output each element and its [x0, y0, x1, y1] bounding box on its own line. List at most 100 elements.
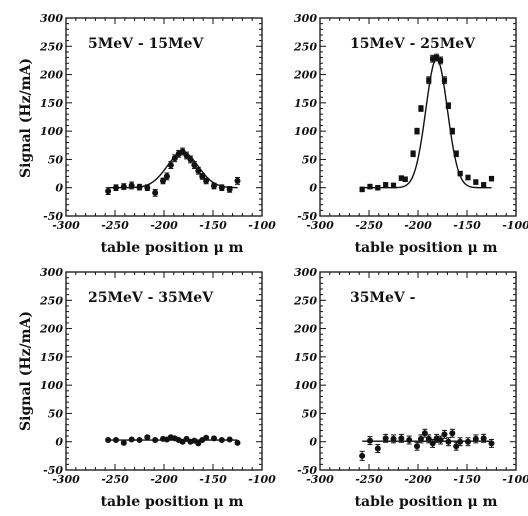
x-tick-label: -200: [404, 473, 432, 486]
panel-4: -50 0 50 100 150 200 250 300 -300 -250 -200 -150 -10…: [293, 266, 528, 510]
x-tick-label: -100: [248, 219, 276, 232]
data-point: [144, 184, 151, 191]
x-tick-label: -150: [453, 473, 481, 486]
x-tick-label: -150: [453, 219, 481, 232]
data-point: [359, 186, 365, 193]
x-tick-label: -250: [101, 219, 129, 232]
y-tick-label: 50: [302, 153, 318, 166]
data-point: [445, 103, 451, 109]
x-tick-label: -100: [502, 473, 528, 486]
data-point: [367, 183, 373, 190]
data-point: [160, 177, 167, 184]
panel-3: -50 0 50 100 150 200 250 300 -300 -250 -200 -150 -10…: [39, 266, 276, 510]
data-point: [457, 438, 464, 445]
data-point: [390, 182, 397, 189]
data-point: [195, 440, 202, 447]
x-tick-label: -300: [52, 473, 80, 486]
data-point: [210, 435, 217, 442]
data-point: [402, 176, 408, 182]
data-point: [128, 436, 135, 443]
x-axis-label: table position μ m: [355, 494, 498, 510]
data-point: [445, 438, 452, 445]
x-tick-label: -250: [101, 473, 129, 486]
data-point: [218, 184, 225, 191]
data-point: [414, 128, 420, 134]
data-point: [425, 435, 432, 442]
data-point: [410, 151, 416, 157]
y-tick-label: 300: [294, 266, 317, 279]
data-point: [390, 435, 397, 442]
panels: -50 0 50 100 150 200 250 300 -300 -250 -200 -150 -10…: [39, 12, 528, 510]
x-tick-label: -300: [306, 219, 334, 232]
data-point: [398, 175, 404, 181]
data-point: [218, 437, 225, 444]
y-axis-label-top: Signal (Hz/mA): [18, 58, 34, 178]
y-tick-label: 250: [39, 40, 63, 53]
data-point: [105, 437, 112, 444]
x-axis-label: table position μ m: [355, 240, 498, 256]
y-axis-label-bottom: Signal (Hz/mA): [18, 311, 34, 431]
data-point: [398, 435, 405, 442]
data-point: [449, 430, 456, 437]
y-tick-label: 50: [48, 407, 64, 420]
x-tick-label: -250: [355, 473, 383, 486]
x-tick-label: -100: [502, 219, 528, 232]
panel-title: 15MeV - 25MeV: [350, 36, 476, 52]
x-tick-label: -250: [355, 219, 383, 232]
y-tick-label: 300: [294, 12, 317, 25]
y-tick-label: 150: [294, 97, 317, 110]
data-point: [383, 182, 389, 188]
data-point: [120, 183, 127, 190]
data-point: [112, 437, 119, 444]
x-axis-label: table position μ m: [101, 240, 244, 256]
data-point: [210, 183, 217, 190]
data-point: [152, 437, 159, 444]
y-tick-label: -50: [297, 210, 317, 223]
y-tick-label: -50: [43, 464, 63, 477]
data-point: [449, 128, 455, 134]
data-point: [234, 439, 241, 446]
data-point: [152, 189, 159, 196]
data-point: [226, 186, 233, 193]
panel-title: 5MeV - 15MeV: [88, 36, 204, 52]
y-tick-label: 200: [39, 69, 63, 82]
x-tick-label: -150: [199, 473, 227, 486]
data-point: [179, 148, 186, 155]
data-point: [465, 174, 471, 181]
data-point: [183, 152, 190, 159]
data-point: [453, 151, 459, 157]
data-point: [464, 438, 471, 445]
data-point: [434, 55, 440, 61]
x-tick-label: -200: [150, 473, 178, 486]
y-tick-label: 50: [48, 153, 64, 166]
y-tick-label: 200: [39, 323, 63, 336]
data-point: [187, 156, 194, 163]
panel-title: 35MeV -: [350, 290, 416, 306]
data-point: [414, 443, 421, 450]
panel-title: 25MeV - 35MeV: [88, 290, 214, 306]
data-point: [426, 77, 432, 83]
y-tick-label: 250: [293, 40, 317, 53]
y-tick-label: 300: [40, 12, 63, 25]
y-tick-label: 0: [55, 436, 63, 449]
data-point: [472, 435, 479, 442]
data-point: [430, 56, 436, 62]
fit-curve: [362, 57, 492, 189]
y-tick-label: 50: [302, 407, 318, 420]
data-point: [191, 162, 198, 169]
data-point: [429, 440, 436, 447]
y-tick-label: 150: [40, 351, 63, 364]
data-point: [406, 437, 413, 444]
y-tick-label: 150: [40, 97, 63, 110]
data-point: [226, 436, 233, 443]
data-point: [136, 437, 143, 444]
y-tick-label: 100: [294, 379, 317, 392]
data-point: [382, 435, 389, 442]
panel-1: -50 0 50 100 150 200 250 300 -300 -250 -200 -150 -10…: [39, 12, 276, 256]
x-tick-label: -300: [52, 219, 80, 232]
y-tick-label: 0: [55, 182, 63, 195]
x-tick-label: -100: [248, 473, 276, 486]
data-point: [203, 434, 210, 441]
data-point: [112, 184, 119, 191]
